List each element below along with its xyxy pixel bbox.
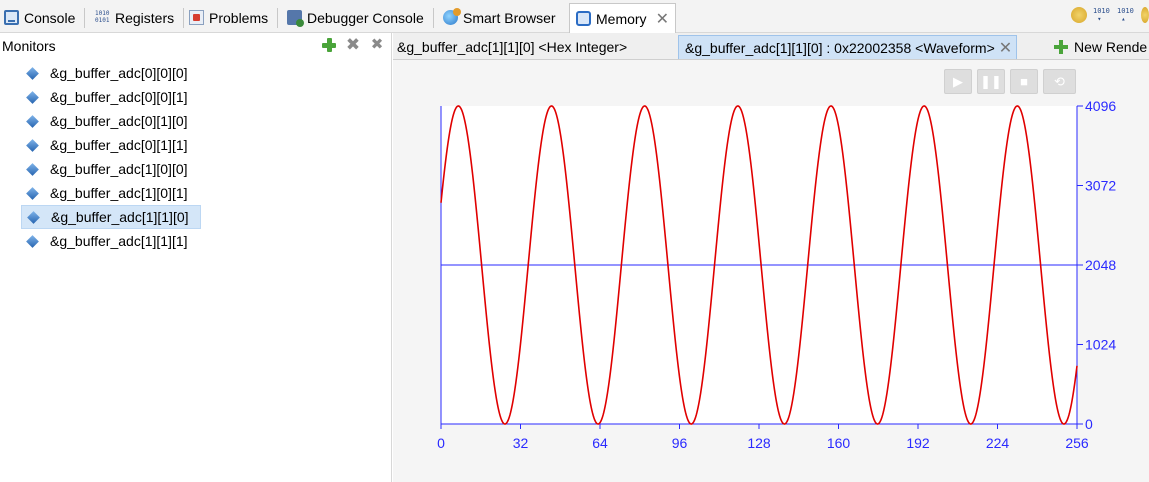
tab-problems-label: Problems (209, 9, 269, 26)
close-icon[interactable]: ✕ (998, 39, 1013, 57)
add-monitor-icon[interactable] (1071, 7, 1087, 23)
tab-waveform-label: &g_buffer_adc[1][1][0] : 0x22002358 <Wav… (685, 39, 995, 56)
monitors-list: &g_buffer_adc[0][0][0] &g_buffer_adc[0][… (0, 61, 391, 253)
x-tick-label: 160 (827, 435, 851, 451)
close-icon[interactable]: ✕ (655, 10, 669, 28)
tab-hex-integer[interactable]: &g_buffer_adc[1][1][0] <Hex Integer> (397, 35, 627, 59)
monitor-label: &g_buffer_adc[1][1][0] (51, 209, 189, 225)
tab-console[interactable]: Console (4, 4, 86, 31)
x-tick-label: 32 (513, 435, 529, 451)
tab-new-rendering-label: New Rende (1074, 39, 1148, 55)
x-tick-label: 192 (906, 435, 930, 451)
tab-console-label: Console (24, 9, 76, 26)
binary-display-icon[interactable]: 1010 ▾ (1093, 7, 1110, 23)
pin-icon[interactable] (1141, 7, 1149, 23)
memory-icon (576, 11, 591, 26)
console-icon (4, 10, 19, 25)
pause-button[interactable]: ❚❚ (977, 69, 1005, 94)
tab-separator (277, 7, 279, 28)
monitor-item[interactable]: &g_buffer_adc[0][1][0] (0, 109, 391, 133)
y-tick-label: 4096 (1085, 98, 1116, 114)
x-tick-label: 64 (592, 435, 608, 451)
problems-icon (189, 10, 204, 25)
binary-toggle-icon[interactable]: 1010 ▴ (1117, 7, 1134, 23)
monitor-label: &g_buffer_adc[0][0][1] (50, 89, 188, 105)
stop-button[interactable]: ■ (1010, 69, 1038, 94)
tab-separator (432, 7, 434, 28)
monitor-icon (26, 66, 39, 80)
y-tick-label: 3072 (1085, 178, 1116, 194)
tab-new-rendering[interactable]: New Rende (1054, 35, 1147, 59)
tab-problems[interactable]: Problems (189, 4, 279, 31)
pause-icon: ❚❚ (980, 73, 1002, 89)
monitor-icon (26, 138, 39, 152)
renderings-panel: &g_buffer_adc[1][1][0] <Hex Integer> &g_… (393, 33, 1149, 482)
tab-waveform[interactable]: &g_buffer_adc[1][1][0] : 0x22002358 <Wav… (678, 35, 1018, 59)
tab-smart-browser[interactable]: Smart Browser (443, 4, 556, 31)
tab-memory[interactable]: Memory ✕ (569, 3, 676, 33)
monitor-label: &g_buffer_adc[0][1][0] (50, 113, 188, 129)
tab-memory-label: Memory (596, 10, 647, 27)
waveform-series-line (440, 105, 1078, 425)
stop-icon: ■ (1020, 74, 1028, 89)
x-tick-label: 224 (986, 435, 1010, 451)
x-tick-label: 256 (1065, 435, 1089, 451)
registers-icon: 1010 0101 (95, 10, 110, 24)
monitors-panel: Monitors ✖ ✖ &g_buffer_adc[0][0][0] &g_b… (0, 33, 392, 482)
monitor-label: &g_buffer_adc[0][1][1] (50, 137, 188, 153)
monitor-item[interactable]: &g_buffer_adc[0][0][0] (0, 61, 391, 85)
smart-browser-icon (443, 8, 461, 25)
y-tick-label: 2048 (1085, 257, 1116, 273)
tab-debugger-console[interactable]: Debugger Console (287, 4, 434, 31)
view-tab-bar: Console 1010 0101 Registers Problems Debu… (0, 0, 1149, 33)
renderings-tab-bar: &g_buffer_adc[1][1][0] <Hex Integer> &g_… (393, 33, 1149, 60)
monitor-item[interactable]: &g_buffer_adc[0][0][1] (0, 85, 391, 109)
x-tick-label: 0 (437, 435, 445, 451)
monitor-icon (26, 90, 39, 104)
y-tick-label: 1024 (1085, 337, 1116, 353)
loop-button[interactable]: ⟲ (1043, 69, 1076, 94)
monitors-toolbar: ✖ ✖ (321, 35, 385, 54)
loop-icon: ⟲ (1054, 73, 1065, 89)
monitors-header: Monitors (0, 33, 391, 59)
tab-separator (84, 7, 86, 28)
monitor-icon (26, 162, 39, 176)
tab-smart-browser-label: Smart Browser (463, 9, 556, 26)
monitor-label: &g_buffer_adc[1][1][1] (50, 233, 188, 249)
monitor-item-selected[interactable]: &g_buffer_adc[1][1][0] (21, 205, 201, 229)
tab-registers-label: Registers (115, 9, 175, 26)
x-tick-label: 96 (672, 435, 688, 451)
play-button[interactable]: ▶ (944, 69, 972, 94)
tab-separator (183, 7, 185, 28)
monitor-label: &g_buffer_adc[0][0][0] (50, 65, 188, 81)
monitor-item[interactable]: &g_buffer_adc[0][1][1] (0, 133, 391, 157)
monitor-icon (26, 186, 39, 200)
view-toolbar: 1010 ▾ 1010 ▴ (1071, 7, 1149, 23)
monitor-icon (27, 210, 40, 224)
tab-registers[interactable]: 1010 0101 Registers (95, 4, 185, 31)
add-icon (1054, 40, 1068, 54)
play-icon: ▶ (953, 73, 963, 89)
waveform-chart: 0 32 64 96 128 160 192 224 256 0 1024 2048 3072 4096 (437, 98, 1116, 451)
monitor-label: &g_buffer_adc[1][0][1] (50, 185, 188, 201)
remove-all-monitors-button[interactable]: ✖ (370, 36, 384, 53)
debugger-console-icon (287, 10, 304, 27)
x-tick-label: 128 (747, 435, 771, 451)
monitor-item[interactable]: &g_buffer_adc[1][1][1] (0, 229, 391, 253)
add-monitor-button[interactable] (321, 37, 337, 53)
y-tick-label: 0 (1085, 416, 1093, 432)
monitor-label: &g_buffer_adc[1][0][0] (50, 161, 188, 177)
tab-debugger-console-label: Debugger Console (307, 9, 424, 26)
monitor-item[interactable]: &g_buffer_adc[1][0][0] (0, 157, 391, 181)
tab-hex-integer-label: &g_buffer_adc[1][1][0] <Hex Integer> (397, 39, 628, 55)
monitors-title: Monitors (2, 38, 56, 54)
monitor-icon (26, 114, 39, 128)
monitor-item[interactable]: &g_buffer_adc[1][0][1] (0, 181, 391, 205)
remove-monitor-button[interactable]: ✖ (345, 35, 361, 54)
monitor-icon (26, 234, 39, 248)
